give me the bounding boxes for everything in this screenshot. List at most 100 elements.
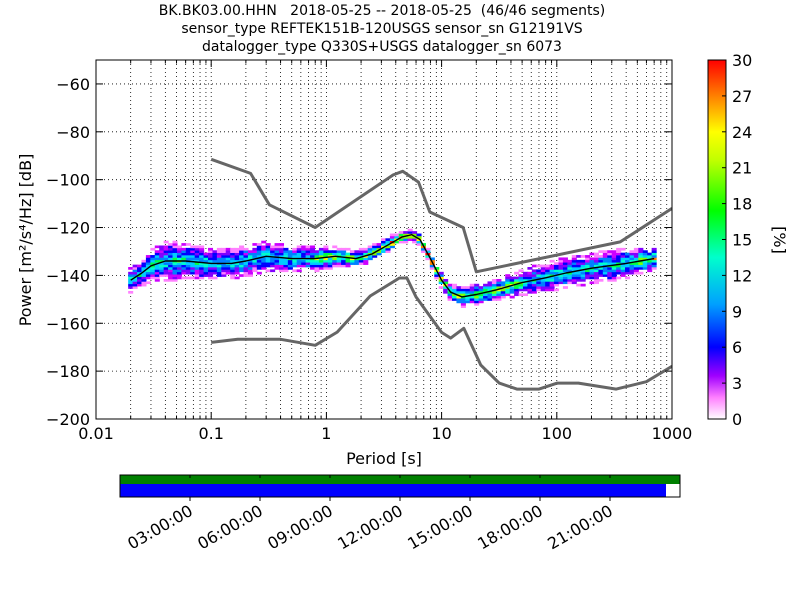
density-cell [128,274,134,277]
density-cell [487,283,493,287]
density-cell [531,286,537,289]
coverage-timeline: 03:00:0006:00:0009:00:0012:00:0015:00:00… [119,474,681,553]
density-cell [633,250,639,253]
density-cell [571,274,577,277]
density-cell [159,257,165,261]
density-cell [478,300,484,304]
density-cell [132,274,138,277]
density-cell [647,259,653,263]
density-cell [522,293,529,297]
density-cell [447,286,453,289]
density-cell [318,247,324,251]
colorbar-tick-label: 3 [732,374,742,393]
density-cell [159,267,165,270]
density-cell [540,281,546,285]
title-line-1: BK.BK03.00.HHN 2018-05-25 -- 2018-05-25 … [158,3,606,19]
density-cell [150,259,156,263]
density-cell [323,262,329,265]
density-cell [141,274,147,277]
density-cell [505,290,511,294]
density-cell [252,243,258,246]
density-cell [491,290,497,294]
density-cell [633,269,639,273]
density-cell [345,252,351,256]
density-cell [168,276,174,280]
density-cell [483,293,489,297]
density-cell [598,274,604,277]
density-cell [310,250,316,253]
colorbar-tick-label: 6 [732,338,742,357]
density-cell [332,250,338,253]
density-cell [247,269,253,273]
density-cell [443,286,449,289]
density-cell [629,271,635,275]
density-cell [514,281,520,285]
density-cell [452,288,458,292]
density-cell [221,252,227,256]
density-cell [545,283,551,287]
density-cell [642,267,648,270]
density-cell [611,276,617,280]
density-cell [145,281,151,285]
density-cell [412,240,418,244]
density-cell [278,262,285,265]
density-cell [172,250,178,253]
density-cell [518,274,524,277]
density-cell [296,259,302,263]
density-cell [194,269,200,273]
density-cell [625,267,631,270]
density-cell [385,247,391,251]
density-cell [208,267,214,270]
x-axis: 0.01 0.1 1 10 100 1000 [78,60,692,443]
density-cell [465,288,471,292]
nhnm-curve [210,157,672,274]
density-cell [194,255,200,258]
density-cell [243,262,249,265]
density-cell [611,262,617,265]
density-cell [332,262,338,265]
density-cell [598,255,604,258]
density-cell [438,281,444,285]
density-cell [247,262,253,265]
density-cell [199,271,205,275]
density-cell [230,267,236,270]
density-cell [651,247,657,251]
density-cell [576,283,582,287]
density-cell [509,276,515,280]
density-cell [132,267,138,270]
density-cell [199,262,205,265]
density-cell [323,245,329,249]
density-cell [199,250,205,253]
density-cell [616,255,622,258]
density-cell [247,259,253,263]
density-cell [221,247,227,251]
density-cell [159,262,165,265]
density-cell [531,264,537,268]
density-cell [208,252,214,256]
density-cell [527,281,533,285]
density-cell [318,259,324,263]
density-cell [234,271,240,275]
density-cell [239,255,245,258]
density-cell [278,255,285,258]
density-cell [647,255,653,258]
density-cell [278,257,285,261]
density-cell [527,288,533,292]
density-cell [496,293,502,297]
density-cell [549,288,555,292]
density-cell [540,274,546,277]
density-cell [518,283,524,287]
density-cell [536,269,542,273]
density-cell [381,250,387,253]
density-cell [327,259,333,263]
density-cell [491,298,497,301]
density-cell [616,269,622,273]
y-axis-label: Power [m²/s⁴/Hz] [dB] [16,154,35,327]
density-cell [221,269,227,273]
density-cell [270,252,276,256]
density-cell [305,255,311,258]
density-cell [185,243,191,246]
density-cell [341,259,347,263]
density-cell [336,259,342,263]
